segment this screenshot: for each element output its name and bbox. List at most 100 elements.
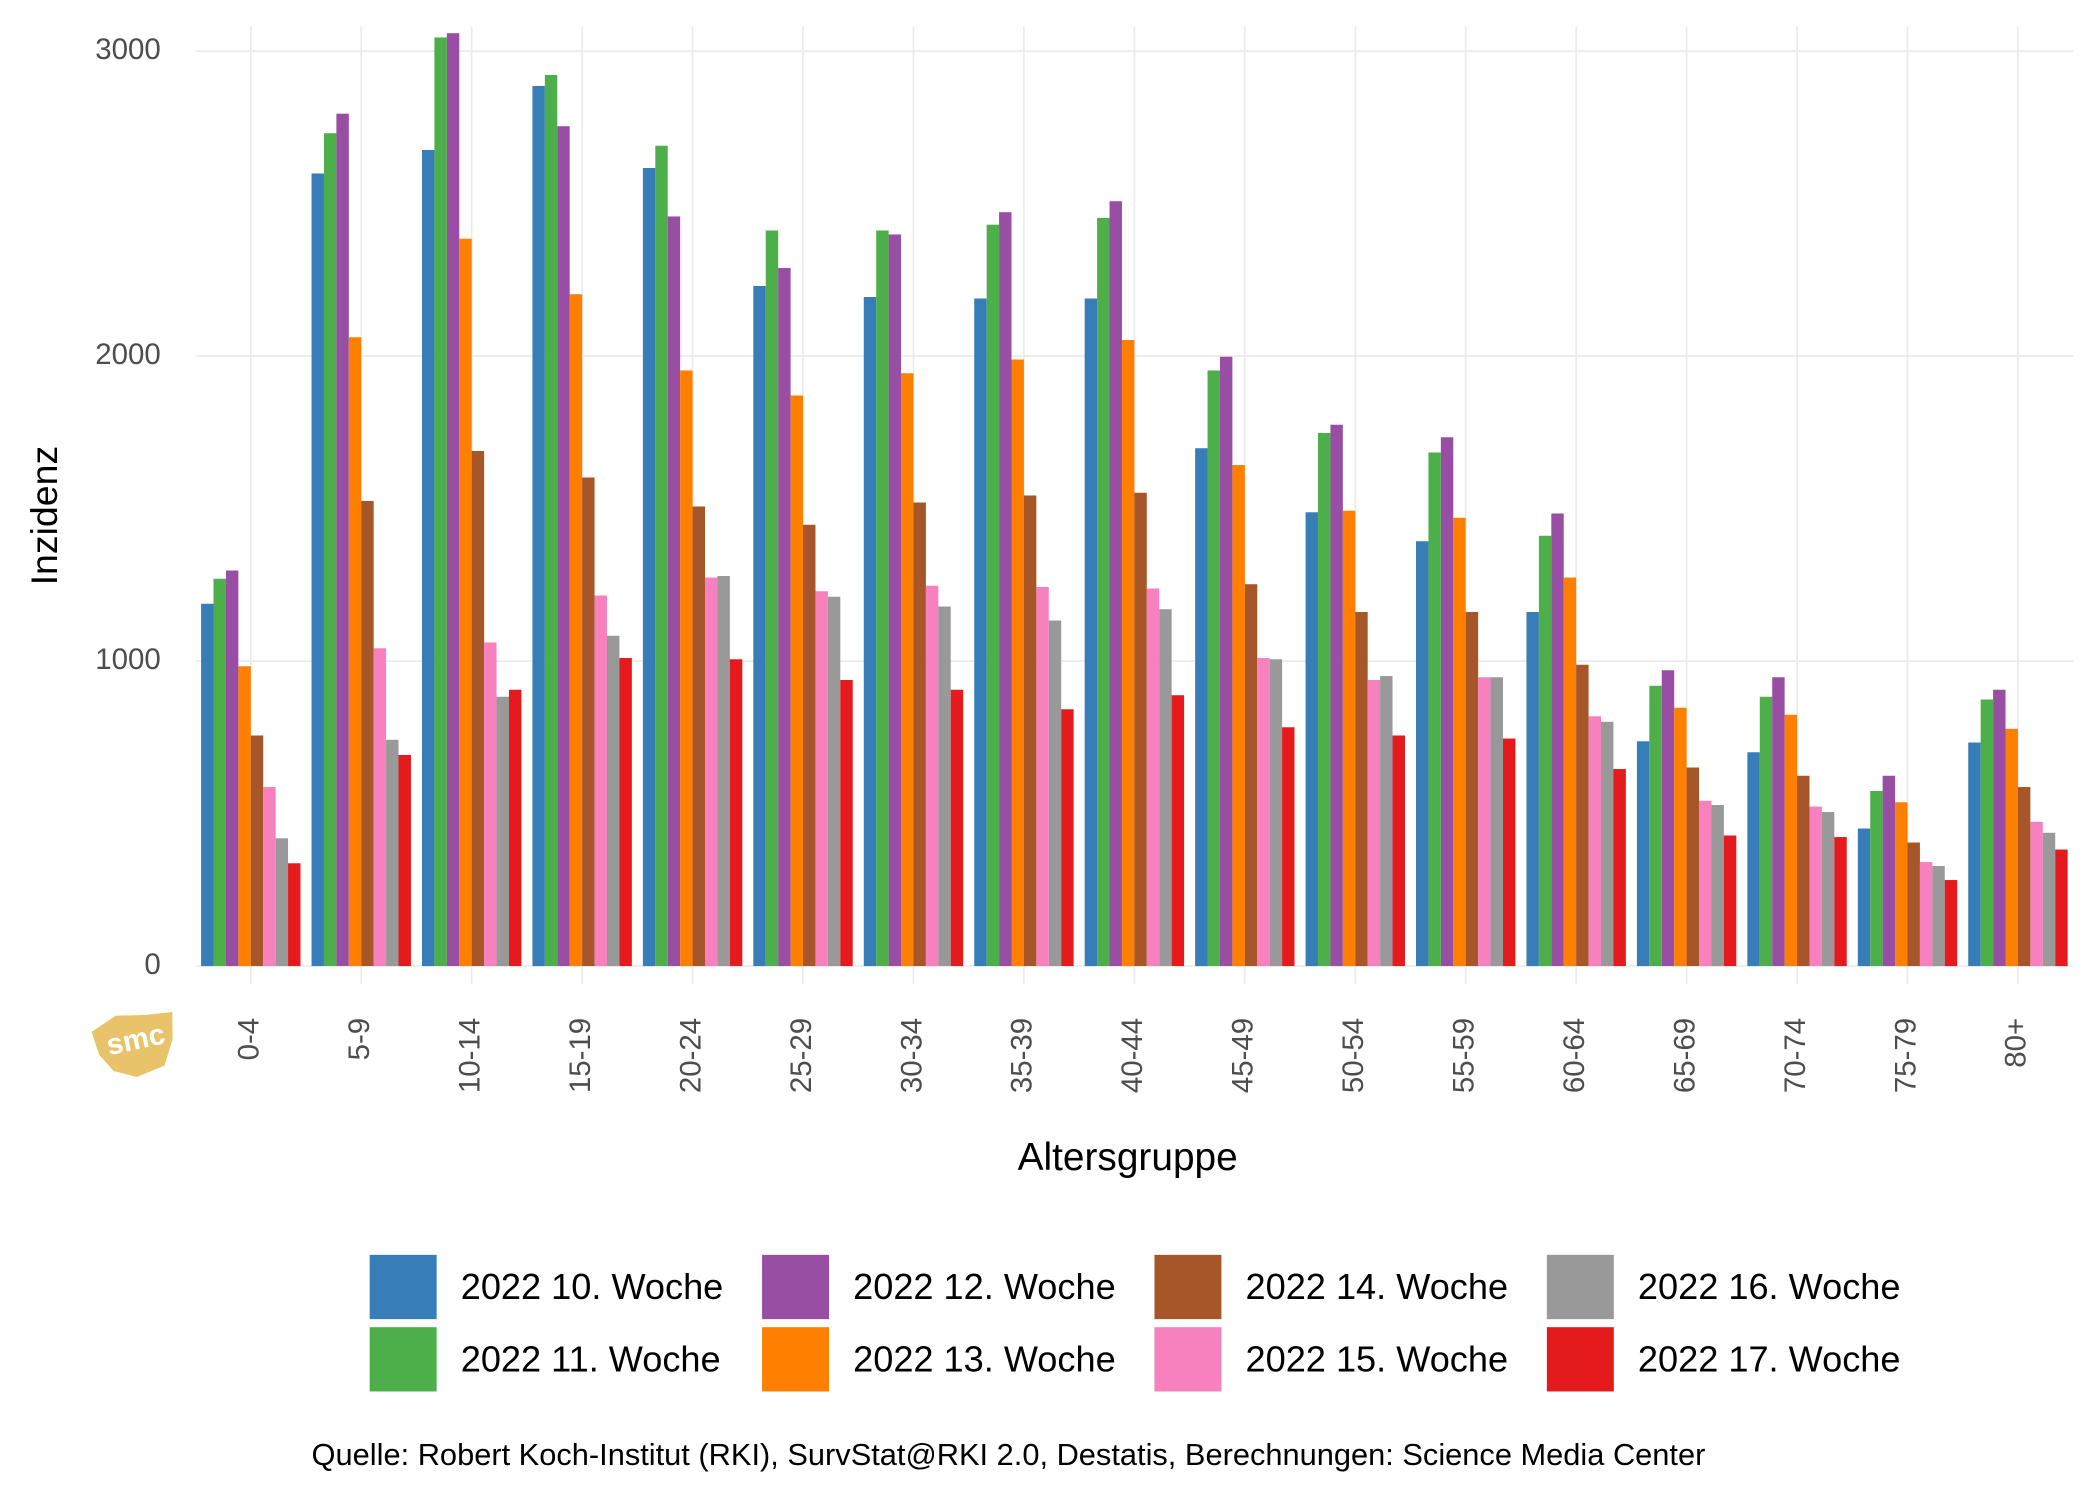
bar	[1772, 677, 1785, 967]
bar	[1232, 465, 1245, 967]
bar	[778, 268, 791, 967]
y-tick-label: 3000	[95, 33, 161, 66]
x-tick-label: 75-79	[1889, 1018, 1922, 1093]
y-tick-label: 0	[144, 948, 160, 981]
bar	[386, 739, 399, 967]
bar	[1661, 670, 1675, 967]
y-tick-label: 2000	[95, 338, 161, 371]
bar	[1784, 714, 1798, 967]
bar	[2005, 728, 2018, 967]
x-tick-label: 30-34	[895, 1018, 928, 1093]
bar	[1907, 842, 1920, 967]
bar	[1109, 201, 1122, 967]
bar	[692, 506, 706, 967]
bar	[753, 285, 766, 967]
bar	[1195, 448, 1208, 967]
bar	[1968, 742, 1981, 967]
legend-label: 2022 12. Woche	[853, 1266, 1116, 1307]
bar	[1809, 806, 1822, 967]
bar	[1576, 664, 1589, 967]
bar	[1342, 510, 1356, 967]
bar	[544, 74, 558, 967]
bar	[288, 863, 301, 967]
bar	[999, 212, 1012, 967]
y-axis-title: Inzidenz	[23, 446, 65, 586]
bar	[1061, 709, 1074, 967]
x-tick-label: 40-44	[1116, 1018, 1149, 1093]
bar	[582, 477, 595, 967]
bar	[484, 642, 497, 967]
bar	[1330, 424, 1343, 967]
bar	[2017, 787, 2031, 967]
bar	[336, 113, 349, 967]
bar	[680, 370, 693, 967]
bar	[471, 450, 485, 967]
legend-swatch	[369, 1327, 437, 1392]
bar	[1551, 513, 1564, 967]
bar	[1317, 432, 1331, 967]
bar	[1895, 802, 1908, 967]
bar	[827, 596, 841, 967]
bar	[1305, 512, 1318, 967]
bar	[1613, 769, 1626, 967]
bar	[1759, 696, 1773, 967]
bar	[1084, 298, 1098, 967]
bar	[1219, 356, 1233, 967]
bar	[1207, 370, 1220, 967]
bar	[569, 294, 583, 967]
bar	[1502, 738, 1516, 967]
bar	[1134, 492, 1147, 967]
legend-label: 2022 16. Woche	[1638, 1266, 1901, 1307]
bar	[1674, 707, 1687, 967]
bar	[1723, 835, 1737, 967]
bar	[557, 126, 570, 967]
bar	[901, 373, 914, 967]
bar	[1797, 775, 1810, 967]
bar	[913, 502, 926, 967]
bar	[667, 216, 681, 967]
x-tick-label: 0-4	[233, 1018, 266, 1061]
bar	[275, 838, 289, 967]
bar	[1636, 741, 1650, 967]
bar	[508, 689, 522, 967]
x-axis-title: Altersgruppe	[1018, 1136, 1238, 1179]
bar	[1490, 677, 1503, 967]
bar	[1355, 611, 1368, 967]
x-tick-label: 70-74	[1779, 1018, 1812, 1093]
bar	[1649, 685, 1662, 967]
bar	[1146, 588, 1160, 967]
x-tick-label: 15-19	[564, 1018, 597, 1093]
bar	[250, 735, 264, 967]
x-tick-label: 55-59	[1447, 1018, 1480, 1093]
bar	[311, 173, 324, 967]
bar	[2055, 849, 2068, 967]
bar	[1269, 659, 1283, 967]
bar	[1870, 790, 1883, 967]
bar	[1282, 727, 1295, 967]
legend-swatch	[1154, 1327, 1222, 1392]
bar	[1932, 866, 1945, 967]
bar	[705, 577, 718, 967]
bar	[1036, 586, 1049, 967]
bar	[213, 578, 226, 967]
bar	[803, 524, 816, 967]
legend-label: 2022 13. Woche	[853, 1339, 1116, 1380]
legend-swatch	[762, 1254, 830, 1320]
bar	[1159, 609, 1172, 967]
x-tick-label: 20-24	[674, 1018, 707, 1093]
legend-swatch	[762, 1327, 830, 1392]
bar	[2030, 821, 2043, 967]
bar	[1380, 676, 1393, 967]
bar	[1588, 716, 1602, 967]
bar	[2042, 832, 2056, 967]
x-tick-label: 60-64	[1558, 1018, 1591, 1093]
logo: smc	[91, 1011, 173, 1078]
bar	[1244, 584, 1258, 967]
bar	[1257, 658, 1270, 967]
bar	[1478, 677, 1491, 967]
bar	[263, 787, 276, 967]
bar	[446, 33, 460, 967]
bar	[532, 85, 545, 967]
